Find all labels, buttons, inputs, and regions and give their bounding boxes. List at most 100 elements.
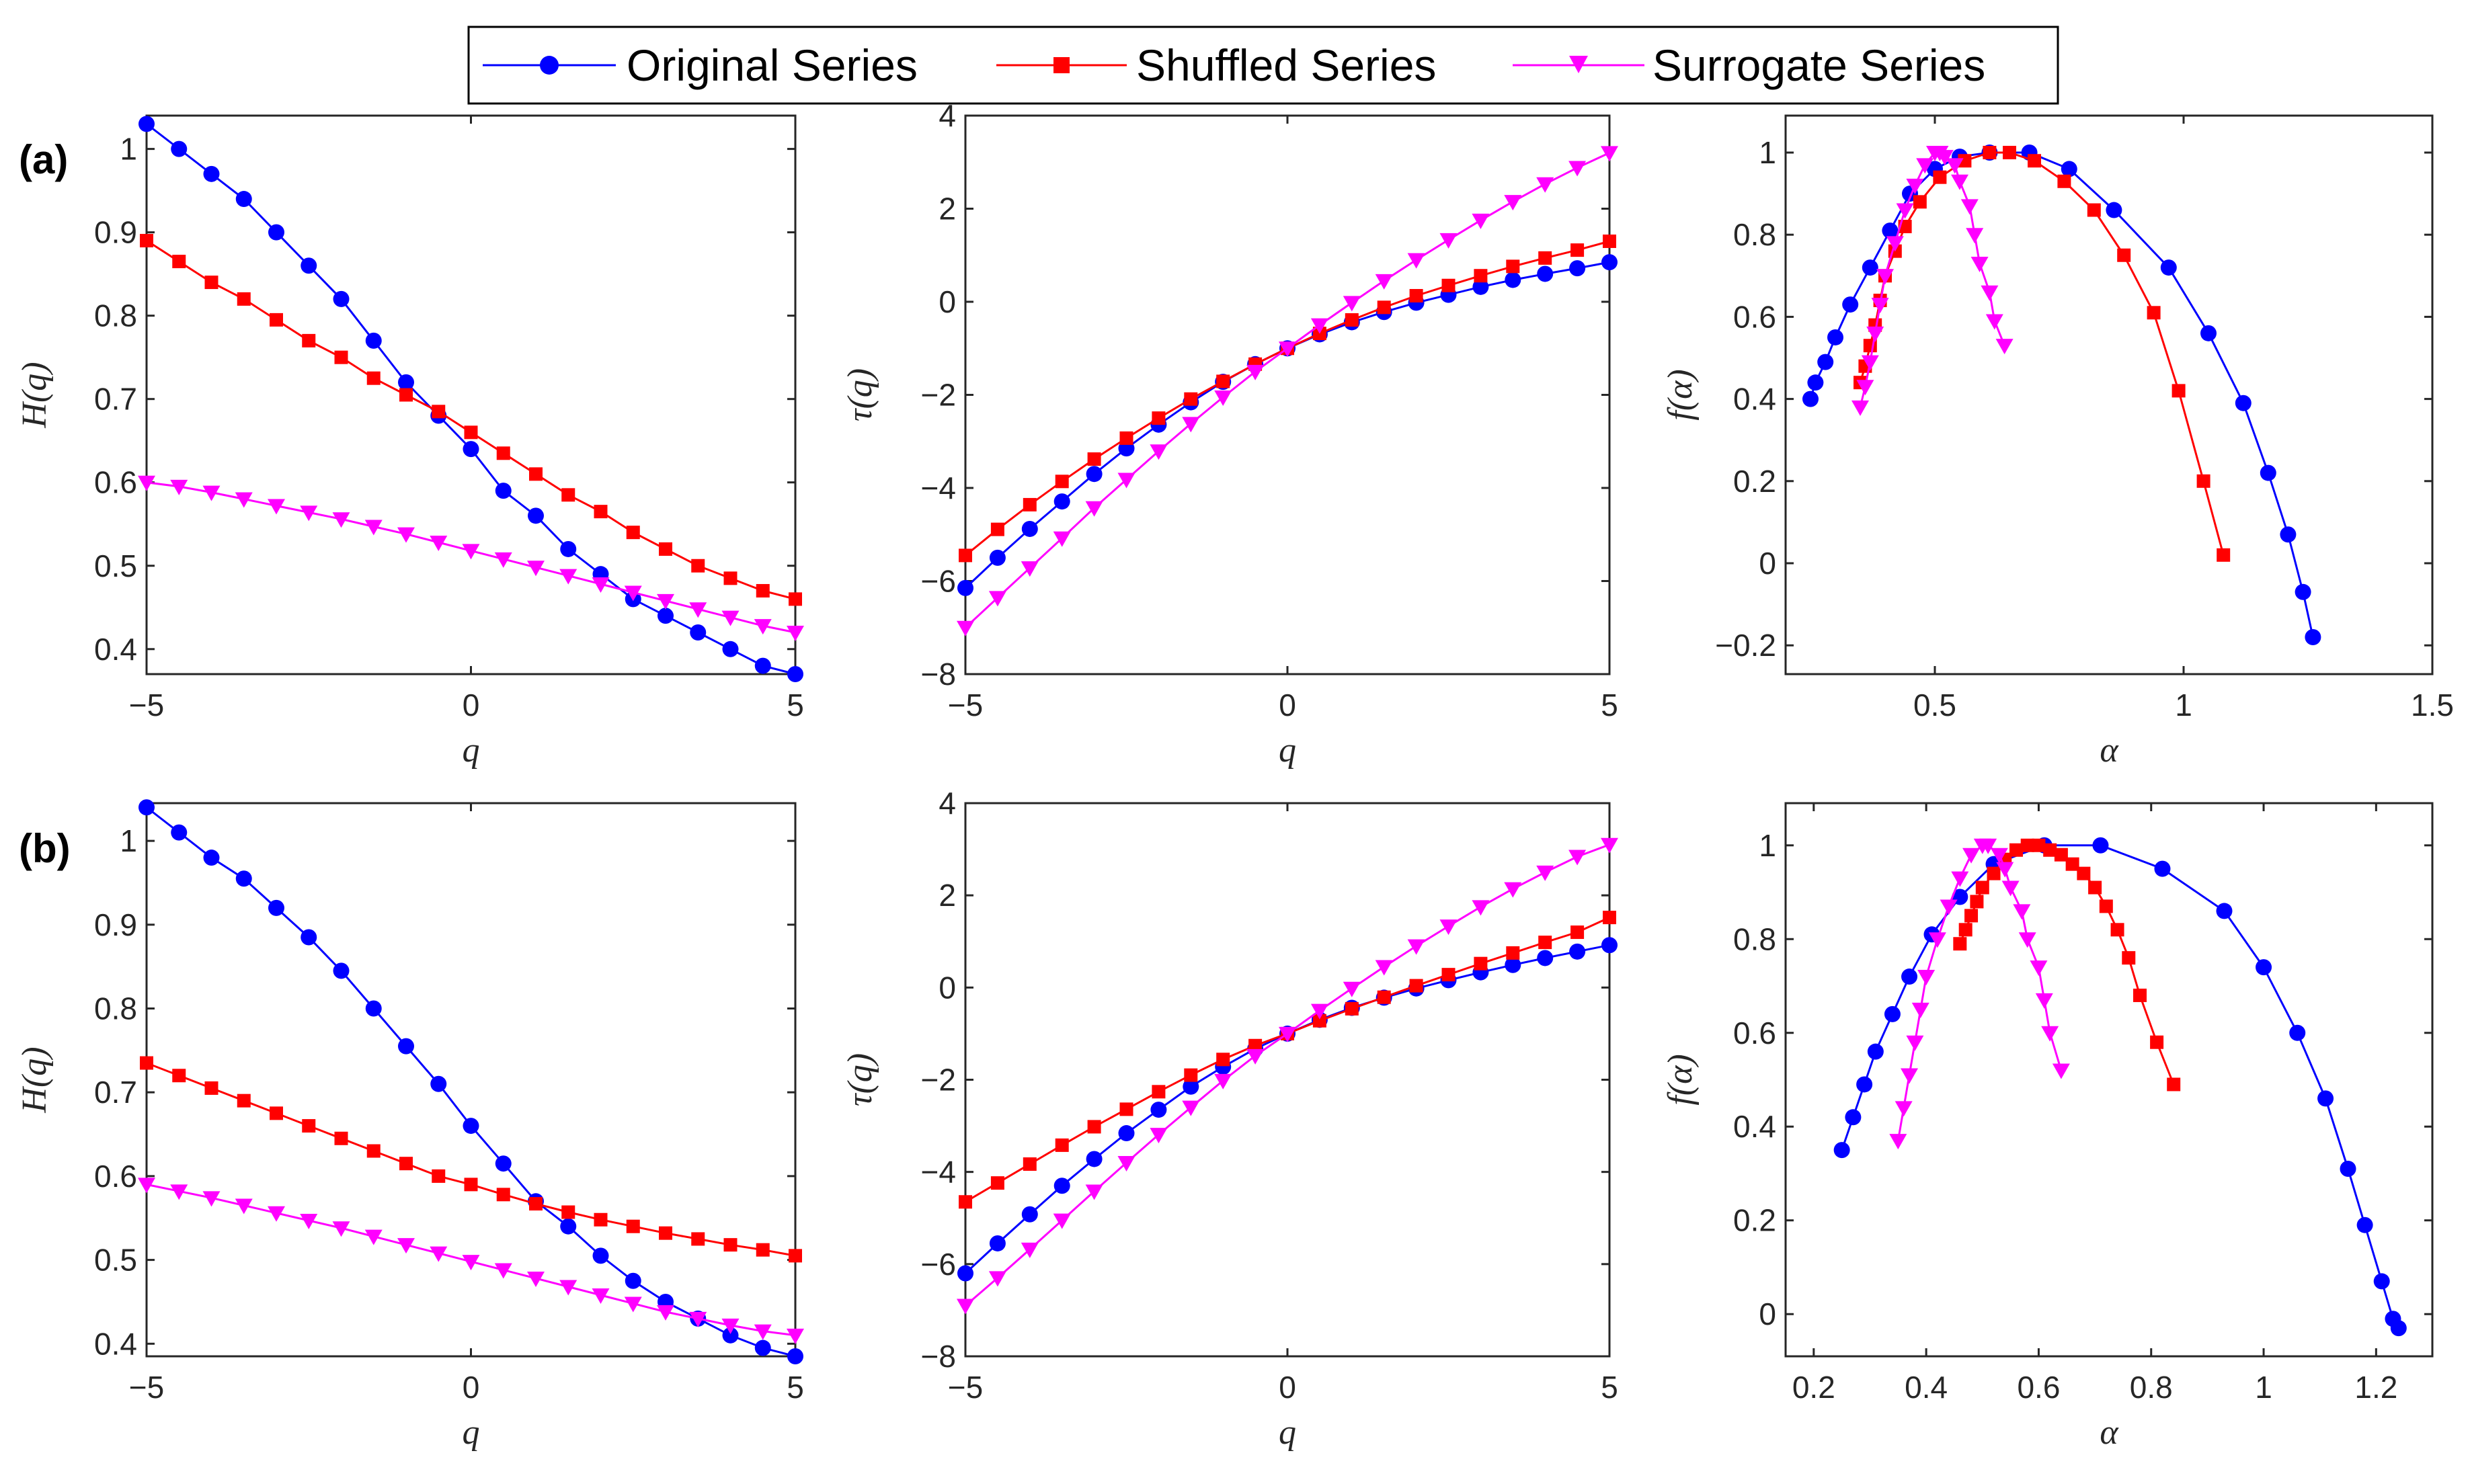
data-point — [398, 1038, 414, 1055]
data-point — [1901, 968, 1918, 985]
x-axis-label: q — [463, 1413, 480, 1452]
data-point — [1951, 871, 1969, 887]
series-original — [138, 116, 803, 682]
data-point — [659, 542, 672, 556]
data-point — [2356, 1217, 2373, 1233]
data-point — [1021, 1206, 1038, 1223]
data-point — [268, 224, 284, 241]
data-point — [1345, 1001, 1359, 1016]
data-point — [723, 571, 738, 585]
data-point — [990, 522, 1004, 536]
data-point — [1896, 203, 1914, 219]
x-axis-label: α — [2100, 1413, 2119, 1452]
y-axis-label: τ(q) — [841, 1053, 879, 1106]
legend-marker-shuffled — [1053, 57, 1070, 73]
data-point — [1279, 1026, 1296, 1042]
plot-a-f: 0.5 1 1.5 −0.2 0 0.2 0.4 0.6 0.8 1 α f(α) — [1661, 114, 2454, 770]
data-point — [2235, 395, 2252, 411]
data-point — [1506, 946, 1520, 960]
x-tick-label: −5 — [129, 1370, 164, 1405]
data-point — [1970, 895, 1984, 909]
data-point — [364, 1229, 383, 1245]
data-point — [721, 610, 740, 626]
data-point — [1474, 956, 1488, 971]
data-point — [789, 592, 802, 606]
data-point — [2032, 838, 2046, 852]
data-point — [1375, 960, 1393, 976]
data-point — [1851, 400, 1869, 416]
x-tick-label: −5 — [948, 688, 983, 723]
data-point — [1975, 880, 1989, 895]
y-tick-label: 0.2 — [1733, 1203, 1776, 1238]
y-tick-label: 0.8 — [94, 298, 137, 333]
data-point — [1827, 329, 1843, 345]
x-tick-label: 0 — [463, 1370, 480, 1405]
y-axis-label: f(α) — [1661, 369, 1700, 420]
data-point — [2077, 866, 2091, 880]
data-point — [235, 1198, 253, 1214]
series-shuffled — [140, 234, 802, 606]
data-point — [462, 1255, 480, 1271]
data-point — [1966, 228, 1984, 244]
data-point — [1345, 313, 1359, 327]
y-tick-label: 1 — [120, 823, 137, 858]
data-point — [722, 1327, 739, 1344]
data-point — [332, 1221, 350, 1237]
legend-label-surrogate: Surrogate Series — [1652, 40, 1985, 90]
data-point — [1119, 1102, 1133, 1116]
y-tick-label: −8 — [921, 657, 956, 692]
data-point — [787, 625, 804, 641]
data-point — [754, 619, 772, 635]
data-point — [1601, 146, 1618, 162]
data-point — [690, 624, 707, 641]
series-shuffled — [1953, 838, 2181, 1091]
data-point — [463, 441, 479, 458]
data-point — [270, 1106, 283, 1120]
data-point — [494, 552, 512, 568]
data-point — [1085, 1184, 1103, 1200]
data-point — [2217, 548, 2231, 562]
data-point — [1279, 341, 1296, 358]
data-point — [657, 593, 674, 610]
data-point — [1866, 326, 1884, 342]
y-tick-label: 0.6 — [1733, 299, 1776, 334]
data-point — [268, 899, 284, 916]
y-tick-label: 0.8 — [94, 991, 137, 1026]
data-point — [594, 1212, 608, 1227]
series-shuffled — [140, 1056, 802, 1263]
data-point — [235, 191, 252, 208]
data-point — [2167, 1077, 2181, 1091]
y-tick-label: 0.4 — [1733, 382, 1776, 417]
data-point — [1182, 1100, 1200, 1116]
x-axis-label: q — [463, 731, 480, 770]
series-original — [1833, 837, 2407, 1337]
y-tick-label: −0.2 — [1715, 628, 1776, 663]
data-point — [2018, 932, 2036, 948]
x-tick-label: 0 — [1279, 1370, 1296, 1405]
data-point — [527, 561, 545, 577]
data-point — [170, 1184, 188, 1200]
data-point — [204, 276, 218, 290]
x-tick-label: 1 — [2175, 688, 2192, 723]
data-point — [1117, 472, 1136, 489]
data-point — [300, 1213, 318, 1229]
y-tick-label: 0 — [939, 970, 956, 1005]
data-point — [1882, 222, 1899, 239]
series-shuffled — [959, 234, 1616, 563]
x-tick-label: 0 — [1279, 688, 1296, 723]
data-point — [2390, 1320, 2407, 1337]
data-point — [2057, 174, 2071, 188]
data-point — [1246, 1048, 1265, 1065]
series-surrogate — [957, 837, 1618, 1315]
data-point — [1856, 380, 1874, 396]
data-point — [957, 620, 974, 636]
data-point — [463, 1118, 479, 1135]
data-point — [722, 641, 739, 657]
data-point — [1377, 990, 1391, 1004]
y-tick-label: 2 — [939, 192, 956, 226]
y-tick-label: 0.2 — [1733, 464, 1776, 499]
data-point — [754, 1324, 772, 1340]
legend-entry-shuffled: Shuffled Series — [996, 40, 1436, 90]
data-point — [237, 292, 251, 306]
data-point — [203, 850, 220, 866]
